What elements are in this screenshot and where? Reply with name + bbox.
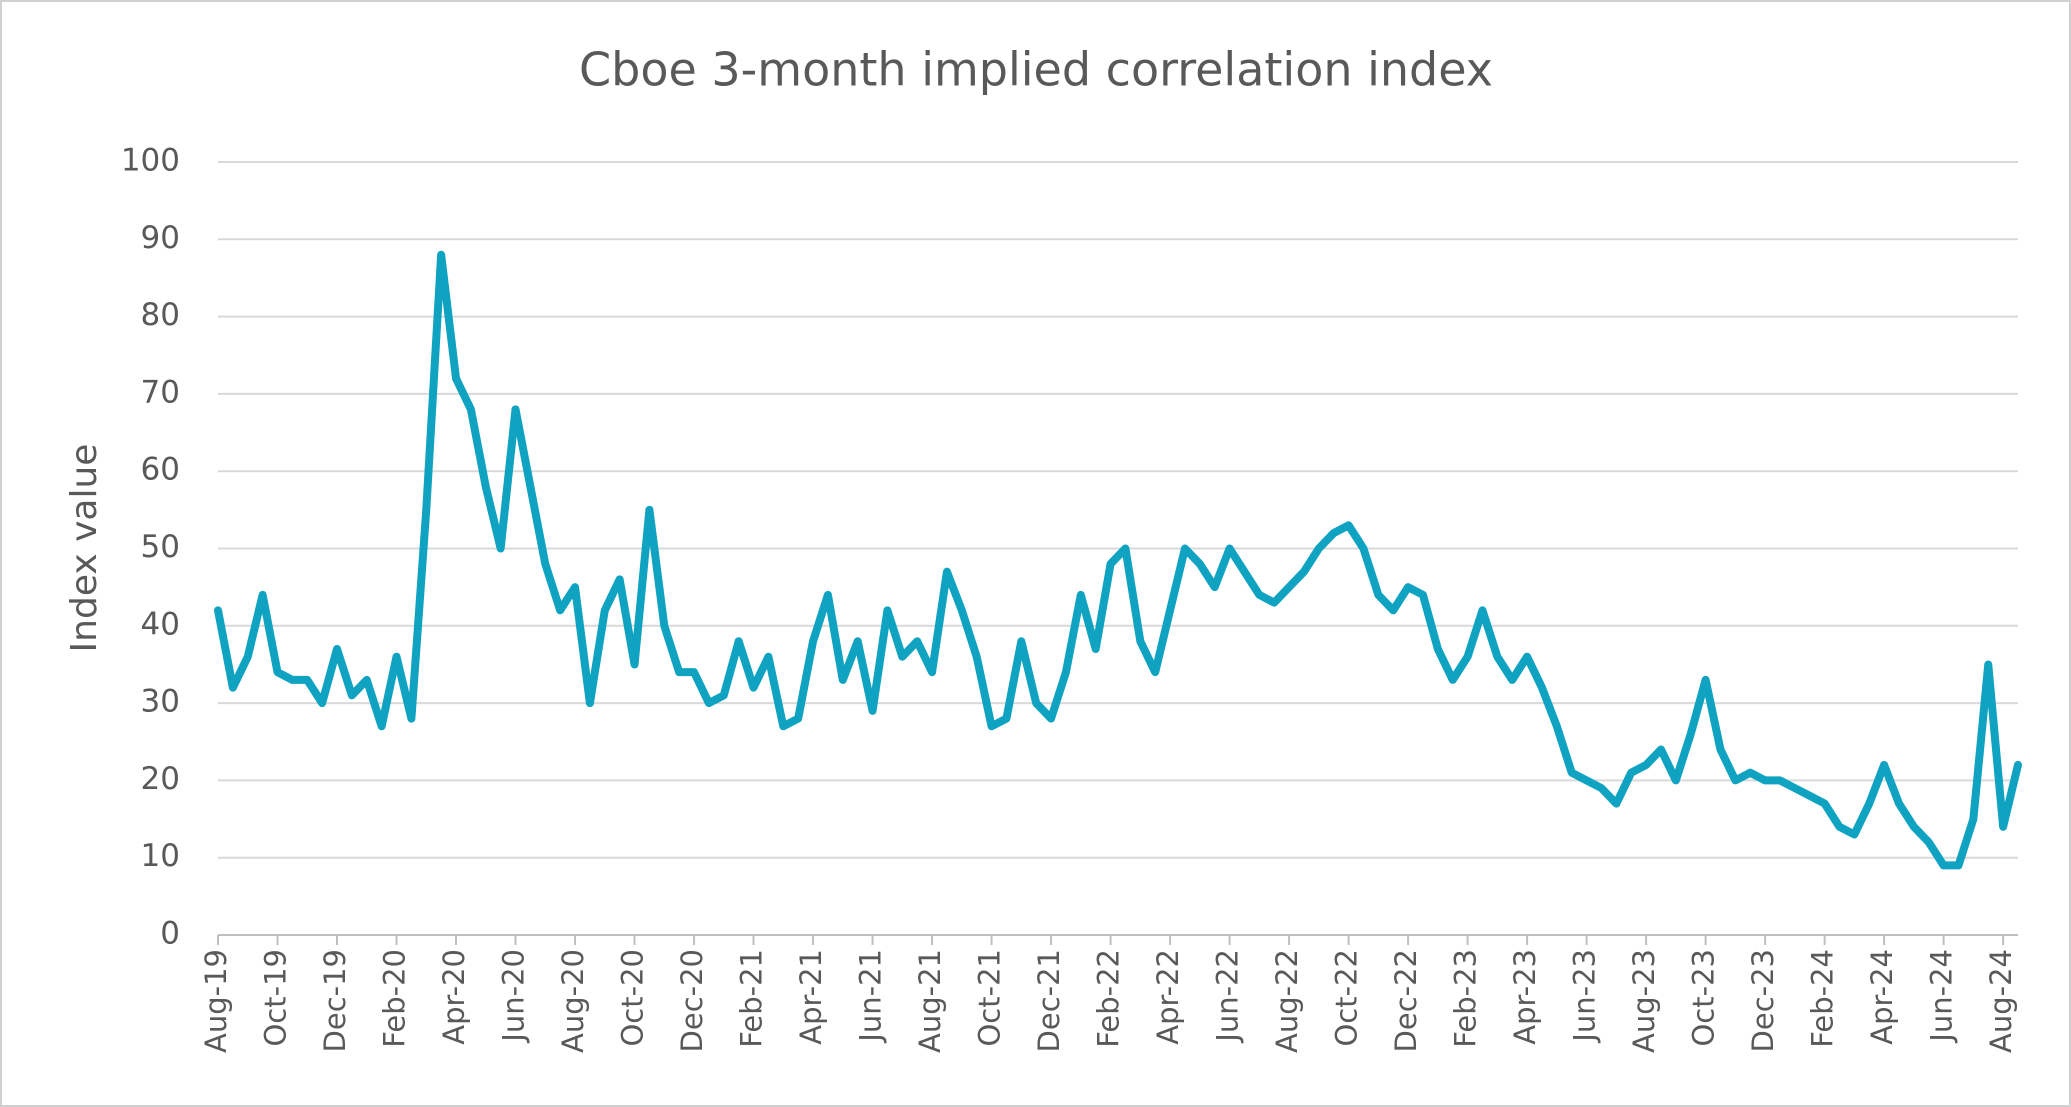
y-tick-label: 100 [121, 143, 180, 179]
y-tick-label: 70 [141, 374, 180, 410]
x-tick-label: Feb-21 [735, 949, 769, 1048]
y-tick-label: 0 [160, 916, 180, 952]
x-tick-label: Aug-21 [913, 949, 947, 1053]
x-tick-label: Apr-24 [1865, 949, 1899, 1045]
data-line [214, 250, 2022, 870]
x-tick-label: Aug-23 [1627, 949, 1661, 1053]
x-tick-label: Oct-23 [1687, 949, 1721, 1047]
y-tick-label: 10 [141, 838, 180, 874]
y-axis-label: Index value [64, 444, 105, 653]
x-tick-label: Dec-21 [1032, 949, 1066, 1052]
x-tick-label: Jun-20 [497, 949, 531, 1044]
x-tick-label: Aug-19 [199, 949, 233, 1053]
y-tick-label: 80 [141, 297, 180, 333]
x-tick-label: Oct-22 [1330, 949, 1364, 1047]
y-tick-label: 90 [141, 220, 180, 256]
x-tick-label: Feb-20 [378, 949, 412, 1048]
x-tick-label: Feb-23 [1449, 949, 1483, 1048]
x-tick-label: Jun-22 [1211, 949, 1245, 1044]
x-tick-label: Jun-21 [854, 949, 888, 1044]
chart-title: Cboe 3-month implied correlation index [579, 43, 1493, 97]
y-tick-label: 60 [141, 452, 180, 488]
x-tick-label: Aug-24 [1984, 949, 2018, 1053]
x-tick-label: Dec-23 [1746, 949, 1780, 1052]
y-tick-label: 20 [141, 761, 180, 797]
x-tick-label: Oct-20 [616, 949, 650, 1047]
x-tick-label: Oct-19 [259, 949, 293, 1047]
x-tick-label: Dec-19 [318, 949, 352, 1052]
x-tick-label: Oct-21 [973, 949, 1007, 1047]
x-tick-label: Apr-23 [1508, 949, 1542, 1045]
x-tick-label: Apr-20 [437, 949, 471, 1045]
y-tick-label: 40 [141, 606, 180, 642]
x-tick-label: Dec-20 [675, 949, 709, 1052]
x-tick-label: Aug-20 [556, 949, 590, 1053]
y-tick-label: 50 [141, 529, 180, 565]
x-tick-label: Feb-22 [1092, 949, 1126, 1048]
y-tick-label: 30 [141, 684, 180, 720]
x-tick-label: Dec-22 [1389, 949, 1423, 1052]
x-tick-label: Feb-24 [1806, 949, 1840, 1048]
x-tick-label: Apr-21 [794, 949, 828, 1045]
x-tick-label: Jun-24 [1925, 949, 1959, 1044]
x-tick-label: Apr-22 [1151, 949, 1185, 1045]
x-tick-label: Jun-23 [1568, 949, 1602, 1044]
x-tick-label: Aug-22 [1270, 949, 1304, 1053]
